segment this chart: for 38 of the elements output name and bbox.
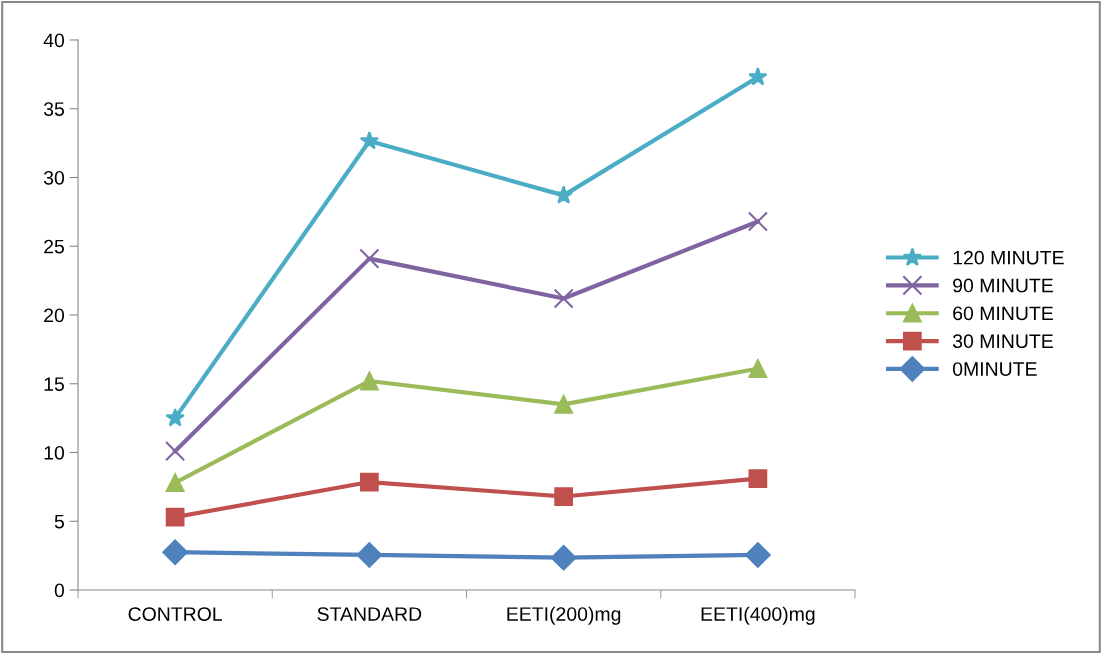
point <box>550 544 577 571</box>
legend-label: 30 MINUTE <box>952 334 1053 349</box>
point <box>360 472 379 492</box>
point <box>554 487 573 506</box>
y-tick-label: 20 <box>44 308 65 323</box>
y-tick-label: 30 <box>43 170 65 185</box>
y-tick-label: 40 <box>43 33 65 48</box>
point <box>553 288 574 309</box>
point <box>748 67 768 86</box>
y-tick-label: 35 <box>43 102 64 116</box>
legend-label: 120 MINUTE <box>953 250 1064 265</box>
x-tick-label: STANDARD <box>317 607 422 621</box>
point <box>165 507 185 527</box>
point <box>745 542 771 568</box>
point <box>359 130 379 150</box>
legend-label: 90 MINUTE <box>953 278 1053 293</box>
x-tick-label: CONTROL <box>128 607 223 621</box>
y-tick-label: 25 <box>44 239 64 254</box>
x-tick-label: EETI(400)mg <box>701 606 815 625</box>
point <box>554 185 574 204</box>
legend-label: 60 MINUTE <box>953 306 1053 321</box>
x-tick-label: EETI(200)mg <box>507 606 621 625</box>
point <box>165 441 186 462</box>
point <box>165 408 185 427</box>
point <box>162 539 188 566</box>
legend-label: 0MINUTE <box>952 362 1037 376</box>
point <box>554 395 573 414</box>
point <box>360 371 379 391</box>
point <box>747 211 768 232</box>
y-tick-label: 5 <box>54 514 64 529</box>
y-tick-label: 10 <box>44 445 65 460</box>
point <box>165 473 185 493</box>
y-tick-label: 0 <box>54 583 65 598</box>
point <box>748 359 768 378</box>
point <box>359 248 380 269</box>
point <box>356 542 383 568</box>
point <box>748 469 768 488</box>
y-tick-label: 15 <box>44 377 64 391</box>
